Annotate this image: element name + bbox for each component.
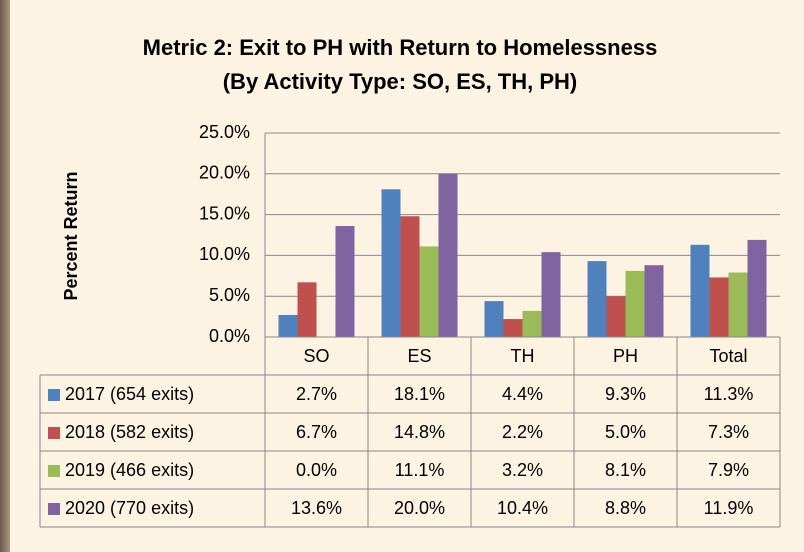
y-tick-label: 20.0% [199,163,250,183]
bar [297,282,317,337]
background-photo-edge [0,0,10,552]
table-value: 7.9% [708,460,749,480]
bar [522,310,542,337]
table-value: 10.4% [497,498,548,518]
table-value: 0.0% [296,460,337,480]
y-tick-label: 15.0% [199,203,250,223]
x-tick-label: Total [709,346,747,366]
table-value: 4.4% [502,384,543,404]
table-value: 13.6% [291,498,342,518]
chart-subtitle: (By Activity Type: SO, ES, TH, PH) [223,69,578,94]
chart-title: Metric 2: Exit to PH with Return to Home… [143,35,658,60]
legend-swatch [48,427,60,439]
bar [728,272,748,337]
x-tick-label: ES [407,346,431,366]
legend-label: 2018 (582 exits) [65,422,194,442]
bar [644,265,664,337]
table-value: 2.7% [296,384,337,404]
bar [419,246,439,337]
table-value: 18.1% [394,384,445,404]
table-value: 9.3% [605,384,646,404]
x-tick-label: TH [511,346,535,366]
bar [438,173,458,337]
y-tick-label: 10.0% [199,244,250,264]
y-tick-label: 0.0% [209,326,250,346]
table-value: 8.1% [605,460,646,480]
bar [484,301,504,337]
table-value: 6.7% [296,422,337,442]
x-tick-label: PH [613,346,638,366]
legend-swatch [48,465,60,477]
table-value: 11.1% [395,460,445,480]
bar [335,226,355,337]
table-value: 20.0% [394,498,445,518]
bar [690,244,710,337]
table-value: 11.9% [704,498,754,518]
bar [503,319,523,337]
y-tick-label: 5.0% [209,285,250,305]
legend-label: 2017 (654 exits) [65,384,194,404]
legend-swatch [48,503,60,515]
bar [278,314,298,337]
legend-label: 2019 (466 exits) [65,460,194,480]
table-value: 2.2% [502,422,543,442]
bar [400,216,420,337]
table-value: 8.8% [605,498,646,518]
bar [541,252,561,337]
x-tick-label: SO [303,346,329,366]
bar [625,270,645,337]
table-value: 3.2% [502,460,543,480]
table-value: 5.0% [605,422,646,442]
bar [747,239,767,337]
table-value: 11.3% [704,384,754,404]
table-value: 14.8% [394,422,445,442]
bar [709,277,729,337]
bar [587,261,607,337]
y-axis-label: Percent Return [61,171,81,300]
bar [381,189,401,337]
bar [606,296,626,337]
table-value: 7.3% [708,422,749,442]
legend-label: 2020 (770 exits) [65,498,194,518]
y-tick-label: 25.0% [199,122,250,142]
legend-swatch [48,389,60,401]
